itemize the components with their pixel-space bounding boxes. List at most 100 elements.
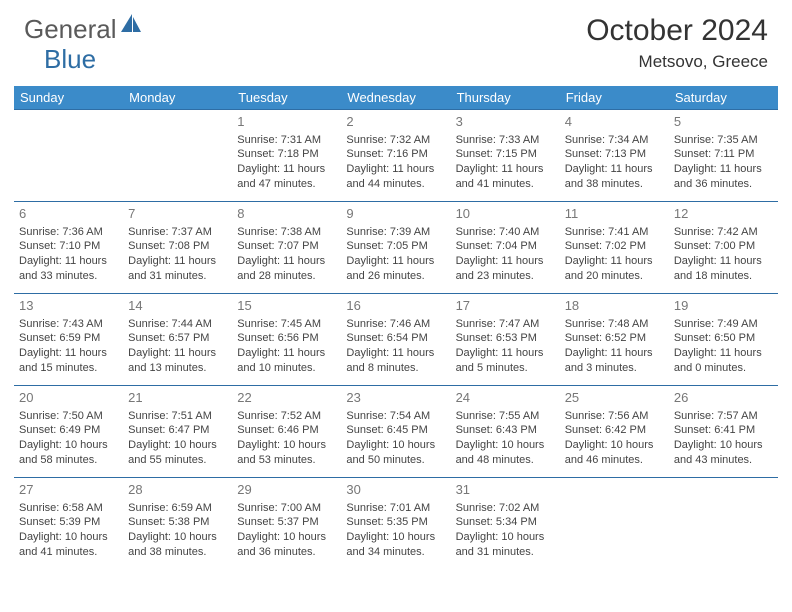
day-number: 3 bbox=[456, 113, 555, 131]
daylight-line: Daylight: 10 hours and 43 minutes. bbox=[674, 438, 773, 468]
day-header: Saturday bbox=[669, 86, 778, 110]
daylight-line: Daylight: 10 hours and 58 minutes. bbox=[19, 438, 118, 468]
day-number: 25 bbox=[565, 389, 664, 407]
daylight-line: Daylight: 11 hours and 33 minutes. bbox=[19, 254, 118, 284]
sunrise-line: Sunrise: 7:46 AM bbox=[346, 317, 445, 332]
day-number: 26 bbox=[674, 389, 773, 407]
sunset-line: Sunset: 6:56 PM bbox=[237, 331, 336, 346]
calendar-cell: 25Sunrise: 7:56 AMSunset: 6:42 PMDayligh… bbox=[560, 386, 669, 478]
day-number: 2 bbox=[346, 113, 445, 131]
day-number: 28 bbox=[128, 481, 227, 499]
sunrise-line: Sunrise: 7:35 AM bbox=[674, 133, 773, 148]
daylight-line: Daylight: 10 hours and 34 minutes. bbox=[346, 530, 445, 560]
day-number: 14 bbox=[128, 297, 227, 315]
sunrise-line: Sunrise: 7:00 AM bbox=[237, 501, 336, 516]
day-number: 29 bbox=[237, 481, 336, 499]
sunrise-line: Sunrise: 7:48 AM bbox=[565, 317, 664, 332]
calendar-cell: 15Sunrise: 7:45 AMSunset: 6:56 PMDayligh… bbox=[232, 294, 341, 386]
calendar-cell: 17Sunrise: 7:47 AMSunset: 6:53 PMDayligh… bbox=[451, 294, 560, 386]
sunset-line: Sunset: 6:42 PM bbox=[565, 423, 664, 438]
sunrise-line: Sunrise: 6:59 AM bbox=[128, 501, 227, 516]
sunrise-line: Sunrise: 7:49 AM bbox=[674, 317, 773, 332]
sunset-line: Sunset: 6:46 PM bbox=[237, 423, 336, 438]
sunrise-line: Sunrise: 6:58 AM bbox=[19, 501, 118, 516]
day-header: Wednesday bbox=[341, 86, 450, 110]
calendar-row: 20Sunrise: 7:50 AMSunset: 6:49 PMDayligh… bbox=[14, 386, 778, 478]
day-header: Sunday bbox=[14, 86, 123, 110]
sunset-line: Sunset: 7:00 PM bbox=[674, 239, 773, 254]
day-number: 23 bbox=[346, 389, 445, 407]
daylight-line: Daylight: 11 hours and 23 minutes. bbox=[456, 254, 555, 284]
daylight-line: Daylight: 11 hours and 44 minutes. bbox=[346, 162, 445, 192]
sunset-line: Sunset: 7:02 PM bbox=[565, 239, 664, 254]
sunset-line: Sunset: 6:47 PM bbox=[128, 423, 227, 438]
sunrise-line: Sunrise: 7:39 AM bbox=[346, 225, 445, 240]
sunrise-line: Sunrise: 7:40 AM bbox=[456, 225, 555, 240]
sunset-line: Sunset: 7:16 PM bbox=[346, 147, 445, 162]
brand-name-b: Blue bbox=[44, 44, 96, 75]
day-number: 12 bbox=[674, 205, 773, 223]
calendar-cell: 19Sunrise: 7:49 AMSunset: 6:50 PMDayligh… bbox=[669, 294, 778, 386]
location-label: Metsovo, Greece bbox=[586, 52, 768, 72]
sunset-line: Sunset: 7:13 PM bbox=[565, 147, 664, 162]
daylight-line: Daylight: 11 hours and 3 minutes. bbox=[565, 346, 664, 376]
sunrise-line: Sunrise: 7:52 AM bbox=[237, 409, 336, 424]
daylight-line: Daylight: 10 hours and 46 minutes. bbox=[565, 438, 664, 468]
sail-icon bbox=[119, 10, 143, 41]
sunset-line: Sunset: 6:50 PM bbox=[674, 331, 773, 346]
sunset-line: Sunset: 5:37 PM bbox=[237, 515, 336, 530]
sunset-line: Sunset: 6:53 PM bbox=[456, 331, 555, 346]
sunset-line: Sunset: 5:39 PM bbox=[19, 515, 118, 530]
header: General Blue October 2024 Metsovo, Greec… bbox=[0, 0, 792, 76]
calendar-cell bbox=[14, 110, 123, 202]
sunrise-line: Sunrise: 7:41 AM bbox=[565, 225, 664, 240]
day-number: 5 bbox=[674, 113, 773, 131]
day-number: 13 bbox=[19, 297, 118, 315]
calendar-cell: 2Sunrise: 7:32 AMSunset: 7:16 PMDaylight… bbox=[341, 110, 450, 202]
daylight-line: Daylight: 11 hours and 5 minutes. bbox=[456, 346, 555, 376]
daylight-line: Daylight: 10 hours and 53 minutes. bbox=[237, 438, 336, 468]
sunset-line: Sunset: 6:52 PM bbox=[565, 331, 664, 346]
calendar-cell: 30Sunrise: 7:01 AMSunset: 5:35 PMDayligh… bbox=[341, 478, 450, 570]
calendar-cell bbox=[560, 478, 669, 570]
daylight-line: Daylight: 11 hours and 36 minutes. bbox=[674, 162, 773, 192]
day-number: 19 bbox=[674, 297, 773, 315]
day-number: 8 bbox=[237, 205, 336, 223]
calendar-cell: 4Sunrise: 7:34 AMSunset: 7:13 PMDaylight… bbox=[560, 110, 669, 202]
sunset-line: Sunset: 7:07 PM bbox=[237, 239, 336, 254]
calendar-cell: 13Sunrise: 7:43 AMSunset: 6:59 PMDayligh… bbox=[14, 294, 123, 386]
day-number: 16 bbox=[346, 297, 445, 315]
sunrise-line: Sunrise: 7:02 AM bbox=[456, 501, 555, 516]
daylight-line: Daylight: 10 hours and 31 minutes. bbox=[456, 530, 555, 560]
daylight-line: Daylight: 10 hours and 41 minutes. bbox=[19, 530, 118, 560]
day-number: 4 bbox=[565, 113, 664, 131]
sunset-line: Sunset: 6:49 PM bbox=[19, 423, 118, 438]
calendar-cell: 11Sunrise: 7:41 AMSunset: 7:02 PMDayligh… bbox=[560, 202, 669, 294]
calendar-body: 1Sunrise: 7:31 AMSunset: 7:18 PMDaylight… bbox=[14, 110, 778, 570]
sunrise-line: Sunrise: 7:55 AM bbox=[456, 409, 555, 424]
daylight-line: Daylight: 11 hours and 20 minutes. bbox=[565, 254, 664, 284]
daylight-line: Daylight: 11 hours and 31 minutes. bbox=[128, 254, 227, 284]
sunrise-line: Sunrise: 7:33 AM bbox=[456, 133, 555, 148]
calendar-cell: 27Sunrise: 6:58 AMSunset: 5:39 PMDayligh… bbox=[14, 478, 123, 570]
daylight-line: Daylight: 11 hours and 8 minutes. bbox=[346, 346, 445, 376]
calendar-cell bbox=[669, 478, 778, 570]
calendar-cell: 20Sunrise: 7:50 AMSunset: 6:49 PMDayligh… bbox=[14, 386, 123, 478]
day-header: Monday bbox=[123, 86, 232, 110]
day-number: 30 bbox=[346, 481, 445, 499]
sunrise-line: Sunrise: 7:01 AM bbox=[346, 501, 445, 516]
calendar-row: 13Sunrise: 7:43 AMSunset: 6:59 PMDayligh… bbox=[14, 294, 778, 386]
sunrise-line: Sunrise: 7:57 AM bbox=[674, 409, 773, 424]
calendar-cell: 3Sunrise: 7:33 AMSunset: 7:15 PMDaylight… bbox=[451, 110, 560, 202]
calendar-row: 6Sunrise: 7:36 AMSunset: 7:10 PMDaylight… bbox=[14, 202, 778, 294]
sunrise-line: Sunrise: 7:47 AM bbox=[456, 317, 555, 332]
month-title: October 2024 bbox=[586, 14, 768, 48]
daylight-line: Daylight: 10 hours and 36 minutes. bbox=[237, 530, 336, 560]
day-number: 9 bbox=[346, 205, 445, 223]
day-number: 21 bbox=[128, 389, 227, 407]
sunset-line: Sunset: 7:18 PM bbox=[237, 147, 336, 162]
sunrise-line: Sunrise: 7:50 AM bbox=[19, 409, 118, 424]
calendar-cell: 28Sunrise: 6:59 AMSunset: 5:38 PMDayligh… bbox=[123, 478, 232, 570]
brand-name-a: General bbox=[24, 14, 117, 45]
day-number: 10 bbox=[456, 205, 555, 223]
